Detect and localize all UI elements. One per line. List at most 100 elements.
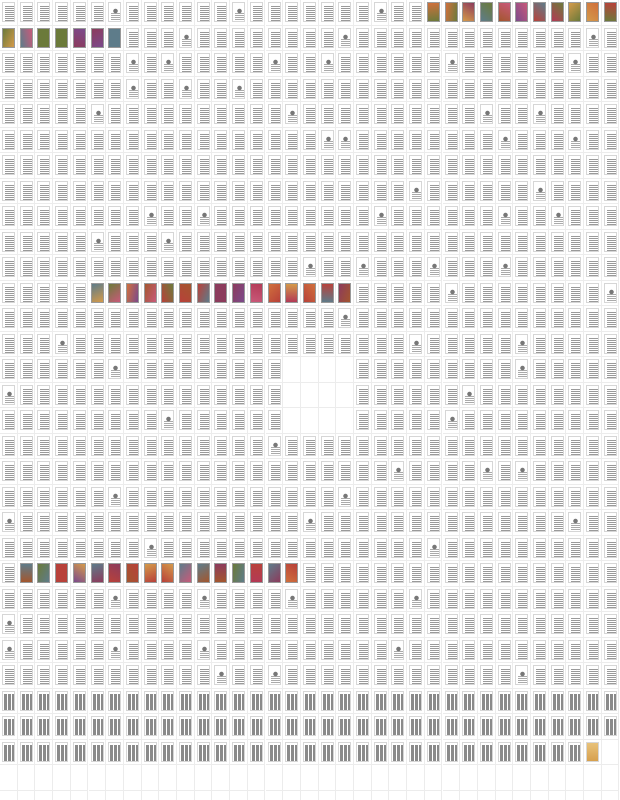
- text-page[interactable]: [426, 104, 440, 124]
- index-page[interactable]: [267, 741, 281, 762]
- index-page[interactable]: [603, 716, 617, 736]
- text-page[interactable]: [515, 410, 529, 430]
- text-page[interactable]: [497, 588, 511, 609]
- text-page[interactable]: [232, 639, 246, 660]
- text-page[interactable]: [196, 78, 210, 99]
- text-page[interactable]: [285, 27, 299, 48]
- text-page[interactable]: [550, 104, 564, 124]
- text-page[interactable]: [568, 384, 582, 405]
- text-page[interactable]: [90, 53, 104, 73]
- text-page[interactable]: [426, 512, 440, 532]
- text-page[interactable]: [356, 231, 369, 252]
- text-page[interactable]: [586, 104, 600, 124]
- text-page[interactable]: [568, 537, 582, 558]
- text-page[interactable]: [90, 180, 104, 201]
- text-page[interactable]: [143, 155, 157, 175]
- text-page[interactable]: [196, 104, 210, 124]
- illustration-page[interactable]: [143, 282, 157, 303]
- text-page[interactable]: [515, 257, 529, 277]
- text-page[interactable]: [568, 282, 582, 303]
- text-page[interactable]: [426, 333, 440, 354]
- text-page[interactable]: [125, 104, 139, 124]
- text-page[interactable]: [196, 410, 210, 430]
- text-page[interactable]: [19, 2, 33, 22]
- text-page[interactable]: [444, 27, 458, 48]
- text-page[interactable]: [515, 180, 529, 201]
- text-page[interactable]: [214, 333, 228, 354]
- text-page[interactable]: [285, 639, 299, 660]
- text-page[interactable]: [302, 2, 316, 22]
- text-page[interactable]: [72, 104, 86, 124]
- text-page[interactable]: [533, 512, 546, 532]
- text-page[interactable]: [479, 155, 493, 175]
- index-page[interactable]: [320, 741, 334, 762]
- text-page[interactable]: [515, 486, 529, 507]
- text-page[interactable]: [533, 78, 546, 99]
- index-page[interactable]: [232, 716, 246, 736]
- illustration-page[interactable]: [285, 563, 299, 583]
- text-page[interactable]: [497, 614, 511, 634]
- index-page[interactable]: [125, 741, 139, 762]
- text-page[interactable]: [267, 27, 281, 48]
- index-page[interactable]: [356, 741, 369, 762]
- text-page[interactable]: [249, 512, 263, 532]
- text-page[interactable]: [338, 2, 352, 22]
- text-page[interactable]: [19, 359, 33, 379]
- index-page[interactable]: [462, 716, 476, 736]
- text-page[interactable]: [426, 614, 440, 634]
- index-page[interactable]: [497, 716, 511, 736]
- text-page[interactable]: [391, 282, 405, 303]
- text-page[interactable]: [568, 104, 582, 124]
- index-page[interactable]: [72, 716, 86, 736]
- text-page[interactable]: [161, 257, 175, 277]
- text-page[interactable]: [391, 78, 405, 99]
- text-page[interactable]: [409, 2, 423, 22]
- text-page[interactable]: [550, 639, 564, 660]
- text-page[interactable]: [550, 333, 564, 354]
- text-page[interactable]: [533, 410, 546, 430]
- text-page[interactable]: [356, 410, 369, 430]
- illustration-page[interactable]: [426, 2, 440, 22]
- index-page[interactable]: [373, 690, 387, 711]
- text-page[interactable]: [320, 563, 334, 583]
- text-page[interactable]: [391, 410, 405, 430]
- text-page[interactable]: [196, 435, 210, 456]
- text-page[interactable]: [320, 104, 334, 124]
- text-page[interactable]: [515, 53, 529, 73]
- text-page[interactable]: [391, 588, 405, 609]
- illustration-page[interactable]: [125, 563, 139, 583]
- text-page[interactable]: [444, 639, 458, 660]
- text-page[interactable]: [143, 27, 157, 48]
- text-page[interactable]: [533, 537, 546, 558]
- text-page[interactable]: [497, 27, 511, 48]
- text-page[interactable]: [37, 588, 51, 609]
- text-page[interactable]: [143, 257, 157, 277]
- text-page[interactable]: [55, 435, 69, 456]
- text-page[interactable]: [586, 78, 600, 99]
- index-page[interactable]: [179, 690, 192, 711]
- index-page[interactable]: [426, 716, 440, 736]
- text-page[interactable]: [196, 129, 210, 150]
- text-page[interactable]: [196, 333, 210, 354]
- chapter-page[interactable]: [568, 53, 582, 73]
- chapter-page[interactable]: [497, 206, 511, 226]
- text-page[interactable]: [2, 129, 15, 150]
- text-page[interactable]: [533, 614, 546, 634]
- text-page[interactable]: [320, 486, 334, 507]
- text-page[interactable]: [90, 308, 104, 328]
- chapter-page[interactable]: [143, 206, 157, 226]
- text-page[interactable]: [72, 614, 86, 634]
- illustration-page[interactable]: [533, 2, 546, 22]
- text-page[interactable]: [409, 282, 423, 303]
- text-page[interactable]: [426, 78, 440, 99]
- text-page[interactable]: [125, 129, 139, 150]
- text-page[interactable]: [232, 257, 246, 277]
- illustration-page[interactable]: [161, 282, 175, 303]
- text-page[interactable]: [19, 231, 33, 252]
- chapter-page[interactable]: [267, 435, 281, 456]
- chapter-page[interactable]: [232, 78, 246, 99]
- text-page[interactable]: [444, 588, 458, 609]
- text-page[interactable]: [2, 231, 15, 252]
- text-page[interactable]: [196, 180, 210, 201]
- text-page[interactable]: [586, 614, 600, 634]
